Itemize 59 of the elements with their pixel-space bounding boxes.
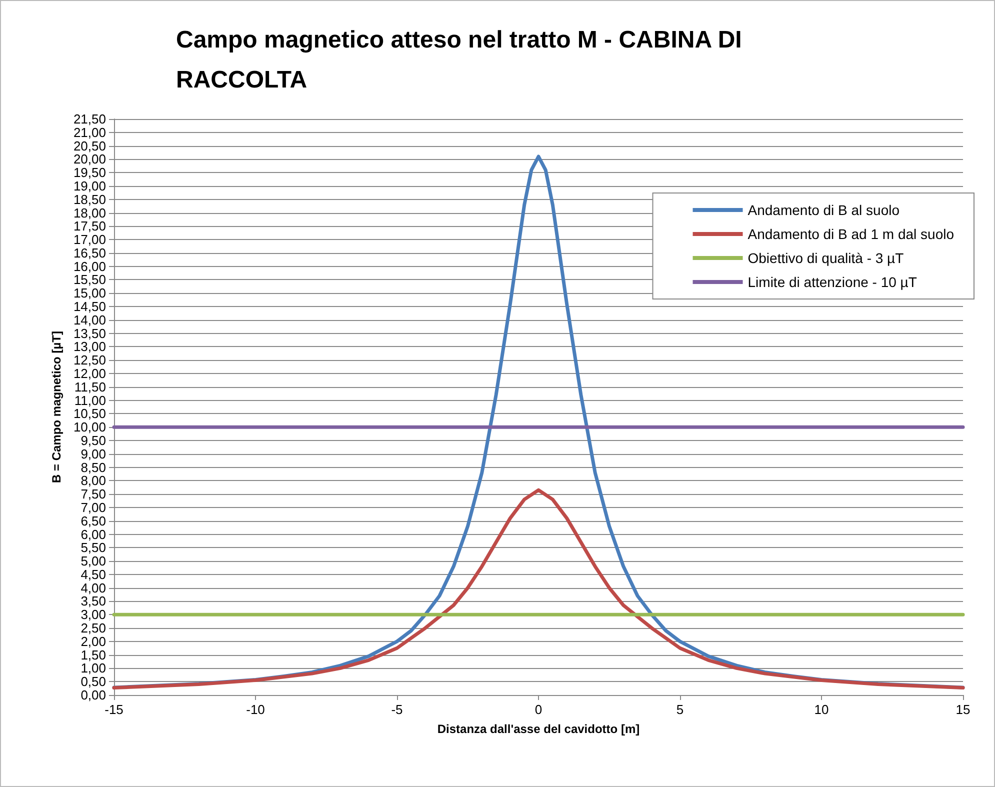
y-tick-label: 12,50	[73, 352, 106, 368]
y-tick-label: 16,00	[73, 258, 106, 274]
y-tick-label: 14,50	[73, 299, 106, 314]
y-tick-label: 18,00	[73, 205, 106, 220]
y-axis-title: B = Campo magnetico [µT]	[50, 331, 64, 483]
y-tick-label: 20,50	[73, 138, 106, 154]
x-tick-label: -10	[246, 702, 265, 717]
x-tick-label: 5	[676, 702, 684, 717]
y-tick-label: 17,00	[73, 232, 106, 248]
y-tick-label: 1,00	[80, 660, 106, 676]
legend-label: Andamento di B al suolo	[748, 202, 900, 218]
line-series	[112, 488, 965, 690]
y-tick-label: 6,00	[80, 526, 106, 542]
y-tick-label: 4,00	[80, 580, 106, 596]
legend-label: Limite di attenzione - 10 µT	[748, 274, 918, 290]
y-tick-label: 19,50	[73, 165, 106, 180]
y-tick-label: 6,50	[80, 513, 106, 528]
legend-label: Obiettivo di qualità - 3 µT	[748, 250, 904, 266]
y-tick-label: 19,00	[73, 178, 106, 194]
y-tick-label: 1,50	[80, 647, 106, 662]
y-tick-label: 14,00	[73, 312, 106, 328]
y-tick-label: 21,00	[73, 124, 106, 140]
y-tick-label: 15,50	[73, 272, 106, 288]
y-tick-label: 16,50	[73, 245, 106, 260]
y-tick-label: 11,00	[74, 392, 106, 408]
x-tick-label: 0	[534, 702, 542, 717]
chart-title: Campo magnetico atteso nel tratto M - CABINA DI RACCOLTA	[176, 26, 748, 94]
y-tick-label: 0,50	[80, 674, 106, 690]
y-tick-label: 21,50	[73, 112, 106, 126]
y-tick-label: 10,00	[73, 420, 106, 435]
x-tick-label: -5	[391, 702, 403, 717]
y-tick-label: 11,50	[74, 379, 106, 394]
y-tick-label: 13,00	[73, 339, 106, 354]
y-tick-label: 8,00	[80, 473, 106, 488]
y-tick-label: 15,00	[73, 286, 106, 301]
y-tick-label: 5,50	[80, 540, 106, 556]
y-tick-label: 8,50	[80, 460, 106, 475]
y-tick-label: 18,50	[73, 192, 106, 207]
y-tick-label: 17,50	[73, 218, 106, 234]
y-tick-label: 13,50	[73, 326, 106, 341]
y-tick-label: 4,50	[80, 566, 106, 582]
y-tick-label: 9,00	[80, 446, 106, 462]
x-tick-label: 10	[814, 702, 829, 717]
y-tick-label: 2,50	[80, 620, 106, 636]
y-tick-label: 3,00	[80, 607, 106, 622]
y-tick-label: 5,00	[80, 554, 106, 569]
legend-label: Andamento di B ad 1 m dal suolo	[748, 226, 954, 242]
y-tick-label: 7,00	[80, 500, 106, 515]
y-tick-label: 9,50	[80, 432, 106, 448]
y-tick-label: 20,00	[73, 152, 106, 167]
y-tick-label: 0,00	[80, 688, 106, 702]
x-tick-label: -15	[104, 702, 124, 717]
x-axis-title: Distanza dall'asse del cavidotto [m]	[437, 722, 640, 736]
y-tick-label: 2,00	[80, 634, 106, 649]
y-tick-label: 10,50	[73, 406, 106, 422]
y-tick-label: 7,50	[80, 486, 106, 502]
y-tick-label: 12,00	[73, 366, 106, 382]
y-tick-label: 3,50	[80, 594, 106, 609]
x-tick-label: 15	[956, 702, 970, 717]
